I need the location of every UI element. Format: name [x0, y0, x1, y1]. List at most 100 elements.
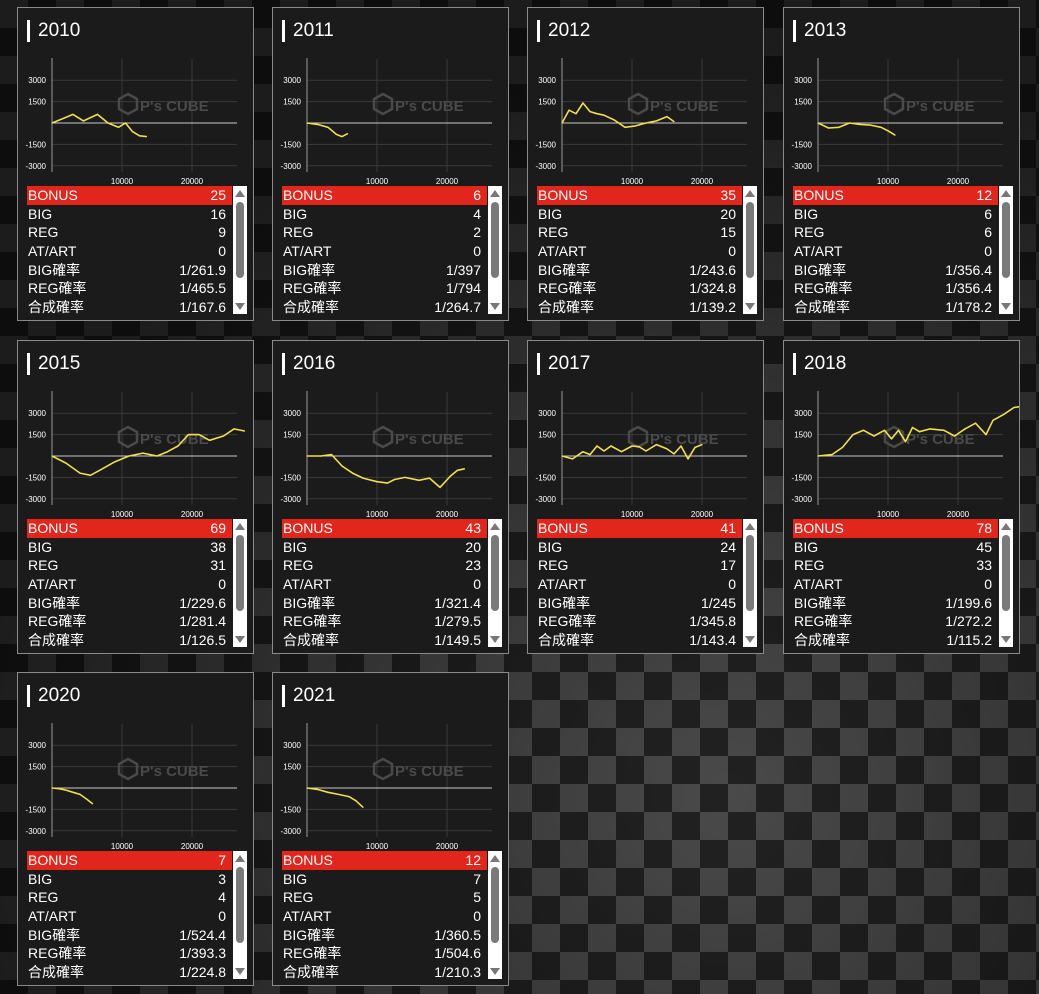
stats-list[interactable]: BONUS 43 BIG 20 REG 23 AT/ART 0 BIG確率 1/321.4 REG確… [282, 519, 502, 648]
scrollbar-thumb[interactable] [1002, 202, 1010, 278]
stat-value: 41 [720, 520, 736, 536]
stat-label: BIG確率 [28, 594, 81, 611]
series-point [320, 455, 322, 457]
watermark-logo: P's CUBE [117, 425, 209, 449]
scroll-down-arrow-icon[interactable] [490, 303, 500, 310]
stats-scrollbar[interactable] [233, 186, 247, 314]
series-point [243, 430, 246, 432]
scrollbar-thumb[interactable] [491, 535, 499, 611]
stat-row: BIG 24 [537, 538, 742, 557]
series-point [79, 793, 81, 796]
series-point [117, 126, 120, 128]
watermark-logo: P's CUBE [372, 92, 464, 116]
scroll-down-arrow-icon[interactable] [490, 968, 500, 975]
series-point [335, 133, 337, 136]
stat-row: BIG確率 1/360.5 [282, 926, 487, 945]
series-point [827, 127, 830, 129]
scroll-up-arrow-icon[interactable] [745, 523, 755, 530]
x-tick-label: 20000 [691, 510, 714, 519]
scroll-up-arrow-icon[interactable] [235, 855, 245, 862]
series-point [187, 434, 190, 436]
scroll-up-arrow-icon[interactable] [235, 523, 245, 530]
card-year-title: 2018 [793, 353, 846, 375]
scrollbar-thumb[interactable] [236, 202, 244, 278]
scroll-up-arrow-icon[interactable] [745, 190, 755, 197]
stats-list[interactable]: BONUS 69 BIG 38 REG 31 AT/ART 0 BIG確率 1/229.6 REG確… [27, 519, 247, 648]
stat-value: 2 [473, 224, 481, 241]
stats-scrollbar[interactable] [743, 186, 757, 314]
scroll-up-arrow-icon[interactable] [1001, 523, 1011, 530]
scroll-down-arrow-icon[interactable] [235, 303, 245, 310]
stats-list[interactable]: BONUS 78 BIG 45 REG 33 AT/ART 0 BIG確率 1/199.6 REG確… [793, 519, 1013, 648]
stat-value: 23 [465, 557, 481, 574]
stat-label: BONUS [538, 187, 588, 203]
stat-row: REG確率 1/345.8 [537, 612, 742, 631]
stats-scrollbar[interactable] [743, 519, 757, 647]
stats-list[interactable]: BONUS 12 BIG 6 REG 6 AT/ART 0 BIG確率 1/356.4 REG確率 1… [793, 186, 1013, 315]
stats-scrollbar[interactable] [999, 519, 1013, 647]
watermark-brand: P's CUBE [395, 763, 464, 780]
scroll-down-arrow-icon[interactable] [235, 968, 245, 975]
scroll-up-arrow-icon[interactable] [1001, 190, 1011, 197]
stats-scrollbar[interactable] [233, 519, 247, 647]
scrollbar-thumb[interactable] [1002, 535, 1010, 611]
series-point [82, 120, 85, 122]
stat-value: 5 [473, 889, 481, 906]
stats-list[interactable]: BONUS 6 BIG 4 REG 2 AT/ART 0 BIG確率 1/397 REG確率 1/79… [282, 186, 502, 315]
stats-list[interactable]: BONUS 25 BIG 16 REG 9 AT/ART 0 BIG確率 1/261.9 REG確率… [27, 186, 247, 315]
stats-scrollbar[interactable] [488, 851, 502, 979]
y-tick-label: -3000 [281, 495, 302, 504]
stat-value: 0 [473, 908, 481, 925]
series-point [620, 451, 623, 453]
stats-scrollbar[interactable] [488, 186, 502, 314]
series-point [575, 113, 577, 115]
stats-list[interactable]: BONUS 7 BIG 3 REG 4 AT/ART 0 BIG確率 1/524.4 REG確率 1/… [27, 851, 247, 980]
x-tick-label: 20000 [436, 177, 459, 186]
stat-label: BIG確率 [283, 261, 336, 278]
stat-row: REG 6 [793, 223, 998, 242]
series-point [138, 135, 141, 137]
stats-scrollbar[interactable] [233, 851, 247, 979]
scroll-up-arrow-icon[interactable] [490, 855, 500, 862]
scroll-up-arrow-icon[interactable] [235, 190, 245, 197]
scrollbar-thumb[interactable] [491, 867, 499, 943]
stat-label: BIG確率 [794, 261, 847, 278]
x-tick-label: 10000 [877, 510, 900, 519]
year-card: 2016 3000 1500 -1500 -3000 10000 20000 P's CUBE… [272, 340, 509, 654]
stat-row: BIG確率 1/356.4 [793, 261, 998, 280]
scrollbar-thumb[interactable] [236, 867, 244, 943]
scroll-down-arrow-icon[interactable] [745, 636, 755, 643]
scroll-down-arrow-icon[interactable] [745, 303, 755, 310]
scrollbar-thumb[interactable] [236, 535, 244, 611]
y-tick-label: 1500 [283, 763, 301, 772]
stat-value: 1/245 [700, 594, 736, 611]
series-point [852, 434, 854, 436]
scroll-down-arrow-icon[interactable] [1001, 303, 1011, 310]
stats-list[interactable]: BONUS 41 BIG 24 REG 17 AT/ART 0 BIG確率 1/245 REG確率 1… [537, 519, 757, 648]
stat-value: 24 [720, 538, 736, 555]
y-tick-label: -1500 [536, 473, 557, 482]
scrollbar-thumb[interactable] [746, 535, 754, 611]
stat-row-bonus: BONUS 35 [537, 186, 742, 205]
stat-value: 33 [976, 557, 992, 574]
stat-row: BIG 4 [282, 205, 487, 224]
stat-row: REG 31 [27, 556, 232, 575]
scroll-up-arrow-icon[interactable] [490, 523, 500, 530]
stats-scrollbar[interactable] [999, 186, 1013, 314]
scroll-down-arrow-icon[interactable] [235, 636, 245, 643]
scroll-down-arrow-icon[interactable] [1001, 636, 1011, 643]
scrollbar-thumb[interactable] [746, 202, 754, 278]
stat-value: 78 [976, 520, 992, 536]
stats-scrollbar[interactable] [488, 519, 502, 647]
scroll-down-arrow-icon[interactable] [490, 636, 500, 643]
series-point [128, 455, 130, 457]
stat-value: 7 [473, 870, 481, 887]
watermark-brand: P's CUBE [906, 431, 975, 448]
stats-list[interactable]: BONUS 12 BIG 7 REG 5 AT/ART 0 BIG確率 1/360.5 REG確率 1… [282, 851, 502, 980]
scroll-up-arrow-icon[interactable] [490, 190, 500, 197]
card-year-title: 2013 [793, 20, 846, 42]
scrollbar-thumb[interactable] [491, 202, 499, 278]
x-tick-label: 10000 [366, 842, 389, 851]
stats-list[interactable]: BONUS 35 BIG 20 REG 15 AT/ART 0 BIG確率 1/243.6 REG確… [537, 186, 757, 315]
stat-row: REG 9 [27, 223, 232, 242]
